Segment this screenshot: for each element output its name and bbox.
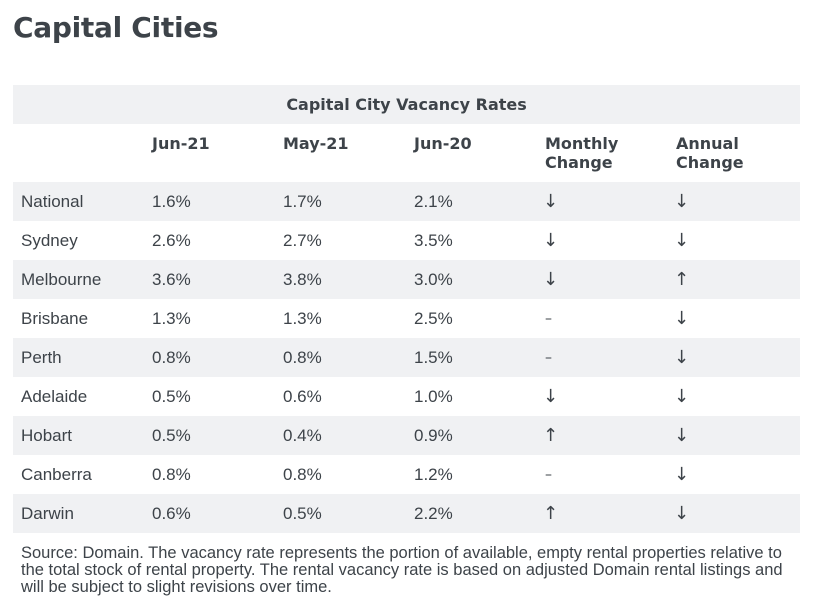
monthly-change-cell: –: [545, 466, 552, 483]
city-name-cell: Canberra: [21, 464, 92, 484]
page-title: Capital Cities: [13, 11, 219, 44]
city-name-cell: Darwin: [13, 494, 144, 533]
column-header-city: [13, 124, 144, 182]
monthly-change-cell: ↓: [543, 386, 559, 407]
column-header-monthly-change: Monthly Change: [537, 124, 668, 182]
column-header-may-21: May-21: [275, 124, 406, 182]
city-name-cell: Adelaide: [21, 386, 88, 406]
annual-change-cell: ↓: [668, 182, 801, 221]
may-21-value-cell: 3.8%: [275, 260, 406, 299]
table-row: Canberra 0.8% 0.8% 1.2% – ↓: [13, 455, 800, 494]
annual-change-cell: ↓: [674, 230, 690, 251]
column-header-label: Jun-21: [152, 134, 210, 153]
jun-20-value-cell: 1.0%: [414, 386, 453, 406]
monthly-change-cell: ↓: [537, 260, 668, 299]
table-row: Hobart 0.5% 0.4% 0.9% ↑ ↓: [13, 416, 801, 455]
vacancy-rates-table: Capital City Vacancy Rates Jun-21 May-21…: [13, 85, 801, 533]
city-name-cell: Sydney: [21, 230, 78, 250]
jun-20-value-cell: 1.5%: [406, 338, 537, 377]
table-row: Darwin 0.6% 0.5% 2.2% ↑ ↓: [13, 494, 801, 533]
jun-21-value-cell: 0.8%: [152, 464, 191, 484]
may-21-value-cell: 0.8%: [275, 338, 406, 377]
column-header-label-line1: Monthly: [545, 134, 619, 153]
jun-21-value-cell: 2.6%: [152, 230, 191, 250]
column-header-label: May-21: [283, 134, 349, 153]
jun-21-value-cell: 1.6%: [144, 182, 275, 221]
table-row: Perth 0.8% 0.8% 1.5% – ↓: [13, 338, 801, 377]
annual-change-cell: ↓: [674, 464, 690, 485]
jun-20-value-cell: 3.5%: [414, 230, 453, 250]
table-row: Brisbane 1.3% 1.3% 2.5% – ↓: [13, 299, 800, 338]
table-caption-row: Capital City Vacancy Rates: [13, 85, 801, 124]
table-row: Melbourne 3.6% 3.8% 3.0% ↓ ↑: [13, 260, 801, 299]
jun-20-value-cell: 2.2%: [406, 494, 537, 533]
jun-21-value-cell: 1.3%: [152, 308, 191, 328]
column-header-label-line2: Change: [676, 153, 744, 172]
column-header-jun-20: Jun-20: [406, 124, 537, 182]
annual-change-cell: ↓: [668, 416, 801, 455]
may-21-value-cell: 0.5%: [275, 494, 406, 533]
annual-change-cell: ↓: [674, 308, 690, 329]
jun-20-value-cell: 2.5%: [414, 308, 453, 328]
column-header-label-line2: Change: [545, 153, 613, 172]
jun-21-value-cell: 0.6%: [144, 494, 275, 533]
column-header-jun-21: Jun-21: [144, 124, 275, 182]
city-name-cell: Brisbane: [21, 308, 89, 328]
monthly-change-cell: –: [537, 338, 668, 377]
table-header-row: Jun-21 May-21 Jun-20 Monthly Change Annu…: [13, 124, 801, 182]
city-name-cell: Melbourne: [13, 260, 144, 299]
column-header-label-line1: Annual: [676, 134, 739, 153]
monthly-change-cell: ↑: [537, 416, 668, 455]
may-21-value-cell: 0.8%: [283, 464, 322, 484]
may-21-value-cell: 2.7%: [283, 230, 322, 250]
column-header-annual-change: Annual Change: [668, 124, 801, 182]
table-row: Sydney 2.6% 2.7% 3.5% ↓ ↓: [13, 221, 800, 260]
jun-21-value-cell: 0.5%: [152, 386, 191, 406]
table-row: National 1.6% 1.7% 2.1% ↓ ↓: [13, 182, 801, 221]
jun-20-value-cell: 0.9%: [406, 416, 537, 455]
city-name-cell: National: [13, 182, 144, 221]
jun-20-value-cell: 2.1%: [406, 182, 537, 221]
city-name-cell: Hobart: [13, 416, 144, 455]
monthly-change-cell: –: [545, 310, 552, 327]
monthly-change-cell: ↓: [537, 182, 668, 221]
annual-change-cell: ↑: [668, 260, 801, 299]
table-row: Adelaide 0.5% 0.6% 1.0% ↓ ↓: [13, 377, 800, 416]
may-21-value-cell: 1.3%: [283, 308, 322, 328]
may-21-value-cell: 1.7%: [275, 182, 406, 221]
city-name-cell: Perth: [13, 338, 144, 377]
jun-20-value-cell: 3.0%: [406, 260, 537, 299]
monthly-change-cell: ↓: [543, 230, 559, 251]
column-header-label: Jun-20: [414, 134, 472, 153]
jun-20-value-cell: 1.2%: [414, 464, 453, 484]
jun-21-value-cell: 0.5%: [144, 416, 275, 455]
source-note: Source: Domain. The vacancy rate represe…: [21, 544, 783, 596]
table-caption: Capital City Vacancy Rates: [13, 85, 801, 124]
jun-21-value-cell: 3.6%: [144, 260, 275, 299]
annual-change-cell: ↓: [668, 338, 801, 377]
may-21-value-cell: 0.6%: [283, 386, 322, 406]
annual-change-cell: ↓: [674, 386, 690, 407]
annual-change-cell: ↓: [668, 494, 801, 533]
monthly-change-cell: ↑: [537, 494, 668, 533]
jun-21-value-cell: 0.8%: [144, 338, 275, 377]
may-21-value-cell: 0.4%: [275, 416, 406, 455]
